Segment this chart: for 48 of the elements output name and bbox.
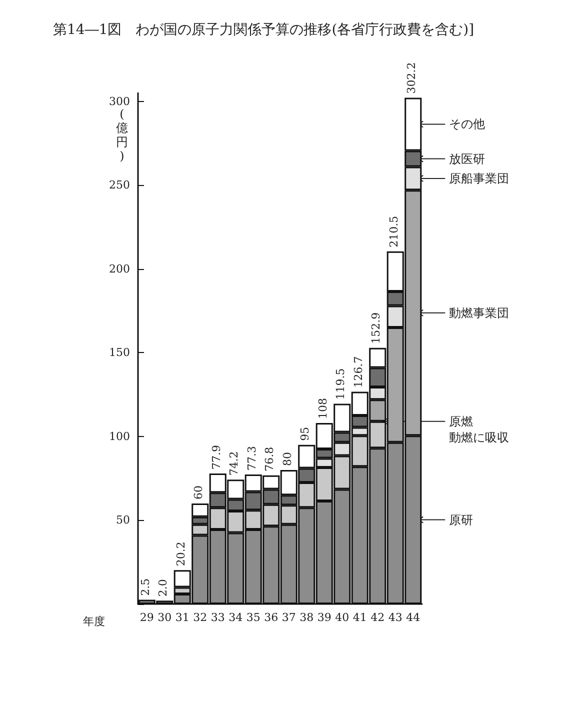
total-label: 80 — [280, 452, 294, 466]
total-label: 60 — [192, 485, 206, 500]
y-tick-label: 250 — [109, 178, 130, 192]
x-axis-title: 年度 — [83, 615, 105, 628]
total-label: 77.9 — [210, 444, 223, 470]
annotation: 動燃に吸収 — [449, 430, 510, 444]
x-tick-label: 36 — [264, 611, 278, 624]
total-label: 108 — [316, 398, 330, 420]
total-label: 76.8 — [263, 446, 276, 472]
text: その他 — [449, 117, 486, 132]
total-label: 95 — [298, 426, 312, 441]
text: 原研 — [449, 512, 474, 527]
text: 放医研 — [449, 152, 486, 166]
y-tick-label: 50 — [116, 514, 130, 527]
x-tick-label: 40 — [335, 611, 350, 624]
x-tick-label: 41 — [352, 611, 367, 624]
x-tick-label: 29 — [140, 611, 154, 624]
y-tick-label: 150 — [109, 346, 130, 360]
total-label: 20.2 — [174, 542, 188, 566]
total-label: 302.2 — [405, 62, 418, 94]
total-label: 2.0 — [156, 579, 170, 597]
total-label: 152.9 — [370, 312, 383, 344]
x-tick-label: 43 — [388, 611, 402, 624]
y-axis-title: (億円) — [116, 107, 128, 163]
total-label: 126.7 — [352, 356, 365, 388]
x-tick-label: 33 — [210, 611, 225, 624]
text: 動燃事業団 — [449, 306, 510, 320]
y-tick-label: 200 — [109, 262, 130, 276]
x-tick-label: 39 — [317, 611, 332, 624]
x-tick-label: 44 — [406, 611, 420, 624]
total-label: 119.5 — [334, 368, 348, 400]
text: 原燃 — [449, 414, 474, 428]
total-label: 77.3 — [245, 446, 258, 470]
x-tick-label: 30 — [158, 611, 172, 624]
x-tick-label: 42 — [370, 611, 385, 624]
x-tick-label: 31 — [175, 611, 190, 624]
x-tick-label: 37 — [282, 611, 296, 624]
x-tick-label: 32 — [193, 611, 208, 624]
y-tick-label: 300 — [109, 94, 130, 108]
y-tick-label: 100 — [109, 430, 130, 443]
text: 原船事業団 — [449, 171, 510, 186]
total-label: 74.2 — [228, 451, 241, 476]
x-tick-label: 35 — [246, 611, 260, 624]
x-tick-label: 34 — [228, 611, 243, 624]
x-tick-label: 38 — [300, 611, 314, 624]
chart-title: 第14―1図 わが国の原子力関係予算の推移(各省庁行政費を含む)] — [53, 22, 474, 38]
total-label: 2.5 — [138, 578, 152, 596]
total-label: 210.5 — [387, 216, 400, 248]
